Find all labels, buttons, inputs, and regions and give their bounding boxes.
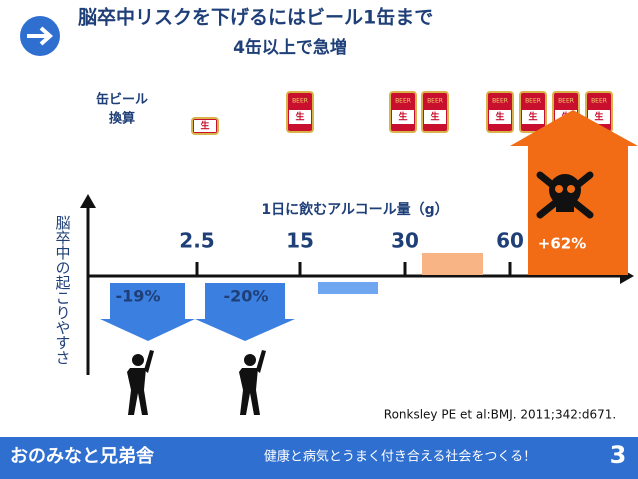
tick-label: 60 [496,229,524,253]
can-band [289,110,311,124]
ticks: 2.5 15 30 60 [179,229,524,276]
footer-slogan: 健康と病気とうまく付き合える社会をつくる！ [264,449,536,465]
can-band [194,120,216,132]
can-band [489,110,511,124]
can-kanji: 生 [528,111,537,123]
page-number: 3 [610,441,627,469]
can-kanji: 生 [295,111,304,123]
tick-label: 15 [286,229,314,253]
can-label: 缶ビール [96,92,148,108]
can-brand: BEER [591,98,607,105]
can-brand: BEER [427,98,443,105]
decrease-arrow [195,283,295,341]
small-decrease-bar [318,282,378,294]
subtitle: 4缶以上で急増 [233,37,347,58]
x-axis-label: 1日に飲むアルコール量（g） [261,201,448,218]
can-kanji: 生 [430,111,439,123]
can-brand: BEER [492,98,508,105]
effect-label: -19% [116,287,161,306]
can-band [424,110,446,124]
citation: Ronksley PE et al:BMJ. 2011;342:d671. [384,408,616,422]
can-band [588,110,610,124]
can-band [522,110,544,124]
can-label: 換算 [109,111,135,127]
tick-label: 30 [391,229,419,253]
can-brand: BEER [395,98,411,105]
footer-bar [0,437,638,479]
can-brand: BEER [558,98,574,105]
tick-label: 2.5 [179,229,214,253]
y-axis-label: 脳卒中の起こりやすさ [54,215,72,365]
can-brand: BEER [292,98,308,105]
person-icon [239,350,266,415]
can-kanji: 生 [495,111,504,123]
can-brand: BEER [525,98,541,105]
person-icon [127,350,154,415]
can-band [392,110,414,124]
title: 脳卒中リスクを下げるにはビール1缶まで [77,6,433,29]
footer-org: おのみなと兄弟舎 [10,445,155,467]
can-kanji: 生 [398,111,407,123]
arrow-icon-glyph [27,26,54,46]
decrease-arrow [100,283,195,341]
effect-label: +62% [538,235,586,253]
small-increase-bar [422,253,483,275]
skull-icon [536,171,594,219]
can-kanji: 生 [594,111,603,123]
can-kanji: 生 [200,120,209,132]
y-axis-arrow [80,194,96,208]
effect-label: -20% [224,287,269,306]
